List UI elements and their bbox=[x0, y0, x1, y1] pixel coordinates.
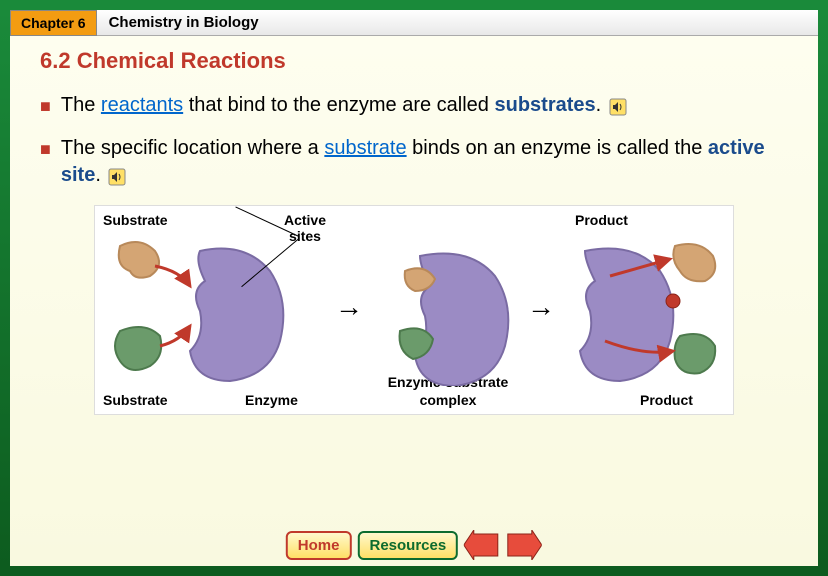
enzyme-diagram: Substrate Active sites Product Substrate… bbox=[94, 205, 734, 415]
slide-container: Chapter 6 Chemistry in Biology 6.2 Chemi… bbox=[0, 0, 828, 576]
bullet-marker-icon: ■ bbox=[40, 137, 51, 189]
speaker-icon[interactable] bbox=[108, 167, 126, 185]
vocab-link[interactable]: substrate bbox=[324, 137, 406, 159]
diagram-label: complex bbox=[373, 392, 523, 408]
chapter-badge: Chapter 6 bbox=[10, 10, 97, 36]
slide-header: Chapter 6 Chemistry in Biology bbox=[10, 10, 818, 36]
enzyme-stage3 bbox=[555, 231, 730, 391]
bullet-marker-icon: ■ bbox=[40, 94, 51, 119]
section-title: 6.2 Chemical Reactions bbox=[40, 48, 788, 74]
prev-arrow-icon[interactable] bbox=[464, 530, 500, 560]
content-area: 6.2 Chemical Reactions ■ The reactants t… bbox=[10, 36, 818, 415]
enzyme-stage2 bbox=[375, 241, 525, 386]
arrow-icon: → bbox=[527, 291, 555, 323]
bullet-item: ■ The specific location where a substrat… bbox=[40, 135, 788, 189]
speaker-icon[interactable] bbox=[609, 97, 627, 115]
diagram-label: Substrate bbox=[103, 392, 168, 408]
bullet-item: ■ The reactants that bind to the enzyme … bbox=[40, 92, 788, 119]
home-button[interactable]: Home bbox=[286, 531, 352, 560]
next-arrow-icon[interactable] bbox=[506, 530, 542, 560]
bullet-text: The reactants that bind to the enzyme ar… bbox=[61, 92, 788, 119]
resources-button[interactable]: Resources bbox=[357, 531, 458, 560]
chapter-title: Chemistry in Biology bbox=[97, 10, 818, 36]
arrow-icon: → bbox=[335, 291, 363, 323]
bullet-text: The specific location where a substrate … bbox=[61, 135, 788, 189]
diagram-label: Product bbox=[575, 212, 628, 228]
bottom-nav: Home Resources bbox=[286, 530, 542, 560]
enzyme-stage1 bbox=[105, 231, 305, 391]
key-term: substrates bbox=[494, 94, 595, 116]
diagram-label: Substrate bbox=[103, 212, 168, 228]
diagram-label: Enzyme bbox=[245, 392, 298, 408]
diagram-label: Product bbox=[640, 392, 693, 408]
vocab-link[interactable]: reactants bbox=[101, 94, 183, 116]
